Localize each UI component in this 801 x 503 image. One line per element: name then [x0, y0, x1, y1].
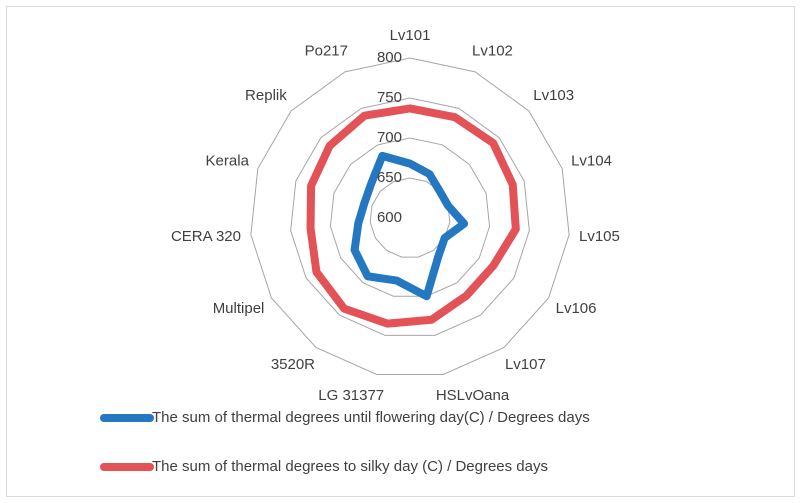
- category-label: 3520R: [271, 356, 315, 373]
- legend-label: The sum of thermal degrees to silky day …: [152, 458, 548, 475]
- category-label: Lv107: [505, 356, 546, 373]
- category-label: CERA 320: [171, 228, 241, 245]
- axis-tick-label: 650: [377, 169, 402, 186]
- axis-tick-label: 600: [377, 209, 402, 226]
- series-line: [350, 151, 469, 301]
- category-label: Lv105: [579, 228, 620, 245]
- grid-ring: [329, 137, 491, 297]
- category-label: Replik: [245, 87, 287, 104]
- category-label: Kerala: [206, 153, 250, 170]
- grid-ring: [250, 57, 570, 376]
- category-label: Lv103: [533, 87, 574, 104]
- axis-tick-label: 800: [377, 49, 402, 66]
- series-line: [306, 104, 520, 328]
- category-label: Lv106: [556, 300, 597, 317]
- category-label: Lv101: [390, 27, 431, 44]
- category-label: Lv102: [472, 43, 513, 60]
- axis-tick-label: 750: [377, 89, 402, 106]
- category-label: Lv104: [571, 153, 612, 170]
- category-label: Po217: [305, 43, 348, 60]
- legend-label: The sum of thermal degrees until floweri…: [152, 409, 590, 426]
- category-label: HSLvOana: [436, 387, 510, 404]
- grid-ring: [290, 97, 530, 336]
- category-label: Multipel: [213, 300, 265, 317]
- category-label: LG 31377: [318, 387, 384, 404]
- axis-tick-label: 700: [377, 129, 402, 146]
